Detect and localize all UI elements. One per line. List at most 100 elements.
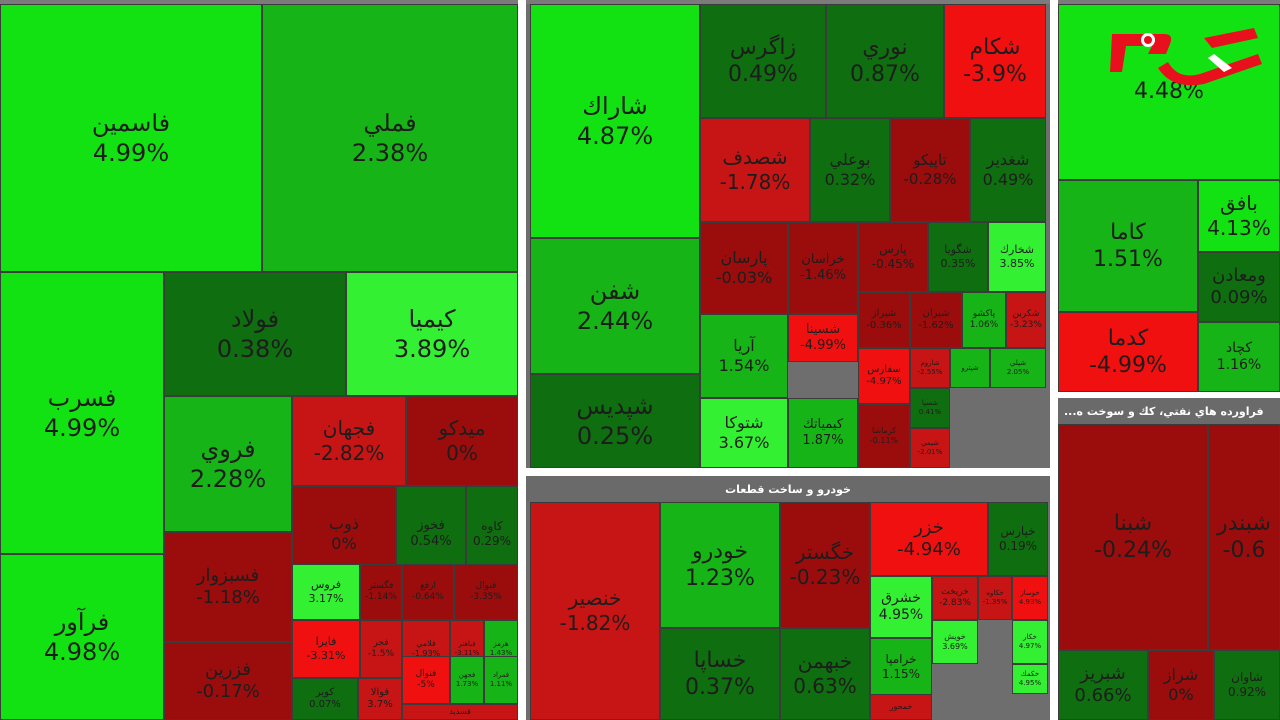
treemap-cell-auto[interactable]: خرامپا 1.15% — [870, 638, 932, 696]
cell-percent-change: 4.95% — [1018, 679, 1042, 687]
treemap-cell-oil[interactable]: شاوان 0.92% — [1214, 650, 1280, 720]
treemap-cell-metals[interactable]: فرآور 4.98% — [0, 554, 164, 720]
treemap-cell-auto[interactable]: خكار 4.97% — [1012, 620, 1048, 664]
treemap-cell-metals[interactable]: ميدكو 0% — [406, 396, 518, 486]
treemap-cell-metals[interactable]: فولاد 0.38% — [164, 272, 346, 396]
treemap-cell-auto[interactable]: خگستر -0.23% — [780, 502, 870, 628]
treemap-cell-oil[interactable]: شبنا -0.24% — [1058, 424, 1208, 650]
treemap-cell-auto[interactable]: خريخت -2.83% — [932, 576, 978, 620]
treemap-cell-mining[interactable]: ومعادن 0.09% — [1198, 252, 1280, 322]
treemap-cell-metals[interactable]: فگستر -1.14% — [360, 564, 402, 620]
cell-percent-change: -1.14% — [365, 592, 397, 602]
cell-percent-change: -0.17% — [196, 681, 260, 702]
treemap-cell-auto[interactable]: خساپا 0.37% — [660, 628, 780, 720]
treemap-cell-auto[interactable]: خبهمن 0.63% — [780, 628, 870, 720]
treemap-cell-metals[interactable]: فسبزوار -1.18% — [164, 532, 292, 642]
treemap-cell-chemicals[interactable]: شصدف -1.78% — [700, 118, 810, 222]
treemap-cell-chemicals[interactable]: تاپيكو -0.28% — [890, 118, 970, 222]
cell-symbol: فسرب — [47, 384, 117, 412]
cell-symbol: شراز — [1163, 665, 1199, 684]
cell-percent-change: 1.15% — [881, 667, 921, 681]
treemap-cell-metals[interactable]: كوير 0.07% — [292, 678, 358, 720]
treemap-cell-metals[interactable]: ارفع -0.64% — [402, 564, 454, 620]
cell-symbol: فسديد — [449, 707, 471, 716]
treemap-cell-chemicals[interactable]: شتوكا 3.67% — [700, 398, 788, 468]
treemap-cell-metals[interactable]: فايرا -3.31% — [292, 620, 360, 678]
cell-percent-change: -1.35% — [982, 598, 1008, 606]
treemap-cell-chemicals[interactable]: شاراك 4.87% — [530, 4, 700, 238]
cell-symbol: خساپا — [693, 647, 747, 673]
treemap-cell-auto[interactable]: خنصير -1.82% — [530, 502, 660, 720]
treemap-cell-metals[interactable]: فروس 3.17% — [292, 564, 360, 620]
treemap-cell-mining[interactable]: كچاد 1.16% — [1198, 322, 1280, 392]
treemap-cell-chemicals[interactable]: شفن 2.44% — [530, 238, 700, 374]
cell-percent-change: 0.32% — [824, 170, 876, 189]
treemap-cell-chemicals[interactable]: شگويا 0.35% — [928, 222, 988, 292]
treemap-cell-chemicals[interactable]: بوعلي 0.32% — [810, 118, 890, 222]
cell-percent-change: 0.66% — [1074, 685, 1132, 706]
treemap-cell-chemicals[interactable]: شغدير 0.49% — [970, 118, 1046, 222]
treemap-cell-chemicals[interactable]: خراسان -1.46% — [788, 222, 858, 314]
treemap-cell-auto[interactable]: خمحور — [870, 694, 932, 720]
treemap-cell-oil[interactable]: شبريز 0.66% — [1058, 650, 1148, 720]
treemap-cell-chemicals[interactable]: شپلي 2.05% — [990, 348, 1046, 388]
treemap-cell-mining[interactable]: كاما 1.51% — [1058, 180, 1198, 312]
treemap-cell-auto[interactable]: خكاوه -1.35% — [978, 576, 1012, 620]
treemap-cell-metals[interactable]: كيميا 3.89% — [346, 272, 518, 396]
rokna-logo-mark — [1110, 28, 1262, 86]
treemap-cell-metals[interactable]: فزرين -0.17% — [164, 642, 292, 720]
treemap-cell-chemicals[interactable]: شكربن -3.23% — [1006, 292, 1046, 348]
treemap-cell-chemicals[interactable]: نوري 0.87% — [826, 4, 944, 118]
treemap-cell-chemicals[interactable]: سفارس -4.97% — [858, 348, 910, 404]
treemap-cell-metals[interactable]: فملي 2.38% — [262, 4, 518, 272]
treemap-cell-chemicals[interactable]: كيمياتك 1.87% — [788, 398, 858, 468]
treemap-cell-chemicals[interactable]: پارس -0.45% — [858, 222, 928, 292]
treemap-cell-chemicals[interactable]: شيران -1.62% — [910, 292, 962, 348]
treemap-cell-chemicals[interactable]: شيراز -0.36% — [858, 292, 910, 348]
treemap-cell-chemicals[interactable]: شپديس 0.25% — [530, 374, 700, 468]
cell-percent-change: 2.05% — [1006, 368, 1030, 376]
treemap-cell-chemicals[interactable]: پاكشو 1.06% — [962, 292, 1006, 348]
treemap-cell-auto[interactable]: خزر -4.94% — [870, 502, 988, 576]
cell-symbol: بافق — [1220, 191, 1258, 215]
treemap-cell-metals[interactable]: فنوال -5% — [402, 656, 450, 704]
treemap-cell-chemicals[interactable]: شخارك 3.85% — [988, 222, 1046, 292]
cell-percent-change: 1.73% — [455, 680, 479, 688]
treemap-cell-chemicals[interactable]: زاگرس 0.49% — [700, 4, 826, 118]
cell-percent-change: 1.16% — [1216, 357, 1262, 373]
treemap-cell-mining[interactable]: كدما -4.99% — [1058, 312, 1198, 392]
treemap-cell-chemicals[interactable]: شسپا 0.41% — [910, 388, 950, 428]
cell-symbol: شكربن — [1012, 308, 1040, 319]
cell-symbol: فايرا — [315, 635, 337, 649]
treemap-cell-auto[interactable]: خپارس 0.19% — [988, 502, 1048, 576]
treemap-cell-chemicals[interactable]: پارسان -0.03% — [700, 222, 788, 314]
treemap-cell-oil[interactable]: شراز 0% — [1148, 650, 1214, 720]
treemap-cell-chemicals[interactable]: كرماشا -0.11% — [858, 404, 910, 468]
treemap-cell-chemicals[interactable]: شپترو — [950, 348, 990, 388]
treemap-cell-chemicals[interactable]: شيمي -2.01% — [910, 428, 950, 468]
treemap-cell-chemicals[interactable]: شسينا -4.99% — [788, 314, 858, 362]
treemap-cell-metals[interactable]: فروي 2.28% — [164, 396, 292, 532]
treemap-cell-metals[interactable]: فسرب 4.99% — [0, 272, 164, 554]
treemap-cell-chemicals[interactable]: شاروم -2.55% — [910, 348, 950, 388]
treemap-cell-metals[interactable]: فوالا 3.7% — [358, 678, 402, 720]
treemap-cell-chemicals[interactable]: آريا 1.54% — [700, 314, 788, 398]
treemap-cell-chemicals[interactable]: شكام -3.9% — [944, 4, 1046, 118]
treemap-cell-oil[interactable]: شبندر -0.6 — [1208, 424, 1280, 650]
treemap-cell-metals[interactable]: فسديد — [402, 704, 518, 720]
treemap-cell-metals[interactable]: فنوال -3.35% — [454, 564, 518, 620]
cell-symbol: خگستر — [795, 540, 855, 564]
treemap-cell-auto[interactable]: خودرو 1.23% — [660, 502, 780, 628]
treemap-cell-metals[interactable]: فجهن 1.73% — [450, 656, 484, 704]
treemap-cell-mining[interactable]: بافق 4.13% — [1198, 180, 1280, 252]
treemap-cell-metals[interactable]: فجهان -2.82% — [292, 396, 406, 486]
treemap-cell-metals[interactable]: فجر -1.5% — [360, 620, 402, 678]
treemap-cell-auto[interactable]: خشرق 4.95% — [870, 576, 932, 638]
treemap-cell-auto[interactable]: خكمك 4.95% — [1012, 664, 1048, 694]
panel-separator — [1058, 392, 1280, 398]
treemap-cell-metals[interactable]: فمراد 1.11% — [484, 656, 518, 704]
treemap-cell-metals[interactable]: فاسمين 4.99% — [0, 4, 262, 272]
treemap-cell-auto[interactable]: خوساز 4.93% — [1012, 576, 1048, 620]
treemap-cell-auto[interactable]: خويش 3.69% — [932, 620, 978, 664]
cell-percent-change: 0.63% — [793, 674, 857, 698]
